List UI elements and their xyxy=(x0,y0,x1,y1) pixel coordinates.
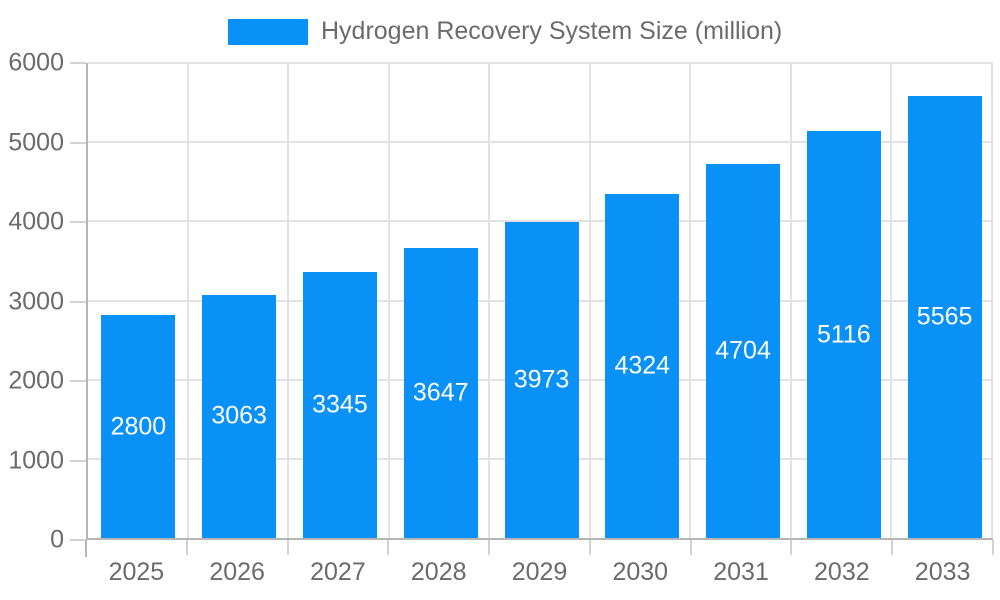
gridline-horizontal xyxy=(88,62,993,64)
gridline-horizontal xyxy=(88,141,993,144)
legend-label: Hydrogen Recovery System Size (million) xyxy=(321,17,783,45)
bar-value-label: 5116 xyxy=(816,320,871,349)
y-tick-label: 4000 xyxy=(8,207,64,236)
bar-value-label: 3973 xyxy=(513,365,570,394)
x-tick-label-2033: 2033 xyxy=(914,558,971,586)
y-tick-mark xyxy=(70,221,86,223)
y-tick-mark xyxy=(70,539,86,541)
legend[interactable]: Hydrogen Recovery System Size (million) xyxy=(228,17,782,46)
x-tick-label-2030: 2030 xyxy=(612,558,669,586)
y-tick-mark xyxy=(70,459,86,462)
x-tick-mark xyxy=(185,540,188,555)
x-tick-mark xyxy=(85,540,87,557)
x-tick-mark xyxy=(992,540,994,555)
bar-value-label: 5565 xyxy=(916,302,973,331)
x-tick-mark xyxy=(488,540,491,555)
x-tick-mark xyxy=(286,540,289,555)
bar-2033[interactable]: 5565 xyxy=(907,95,982,538)
legend-swatch xyxy=(228,18,308,45)
bar-value-label: 2800 xyxy=(110,412,167,441)
plot-area: 2800 3063 3345 3647 3973 4324 4704 5116 5565 xyxy=(86,62,993,540)
x-tick-mark xyxy=(790,540,793,555)
gridline-vertical xyxy=(991,63,993,538)
x-tick-label-2027: 2027 xyxy=(310,558,366,586)
gridline-vertical xyxy=(387,63,390,538)
bar-value-label: 4704 xyxy=(715,336,771,365)
gridline-vertical xyxy=(890,63,893,538)
y-tick-label: 0 xyxy=(50,525,64,554)
bar-2031[interactable]: 4704 xyxy=(706,164,781,538)
y-tick-mark xyxy=(70,300,86,303)
bar-value-label: 3647 xyxy=(412,378,469,407)
bar-2029[interactable]: 3973 xyxy=(504,222,579,538)
bar-value-label: 4324 xyxy=(614,351,671,380)
gridline-vertical xyxy=(287,63,290,538)
x-tick-label-2028: 2028 xyxy=(410,558,467,586)
bar-value-label: 3063 xyxy=(211,401,267,430)
x-tick-label-2026: 2026 xyxy=(209,558,265,586)
bar-2030[interactable]: 4324 xyxy=(605,194,680,538)
x-tick-label-2032: 2032 xyxy=(814,558,870,586)
y-tick-label: 2000 xyxy=(8,366,64,395)
y-tick-mark xyxy=(70,380,86,382)
bar-value-label: 3345 xyxy=(312,390,368,419)
x-tick-mark xyxy=(891,540,894,555)
x-tick-mark xyxy=(387,540,390,555)
bar-2025[interactable]: 2800 xyxy=(101,315,176,538)
x-tick-mark xyxy=(588,540,591,555)
y-tick-mark xyxy=(70,62,86,64)
gridline-vertical xyxy=(789,63,792,538)
y-tick-label: 1000 xyxy=(8,446,64,474)
bar-2027[interactable]: 3345 xyxy=(302,272,377,538)
x-tick-label-2025: 2025 xyxy=(108,558,165,586)
gridline-vertical xyxy=(488,63,491,538)
bar-2028[interactable]: 3647 xyxy=(403,248,478,538)
bar-2032[interactable]: 5116 xyxy=(806,131,881,538)
x-tick-label-2029: 2029 xyxy=(511,558,568,586)
x-tick-label-2031: 2031 xyxy=(713,558,769,586)
y-tick-label: 6000 xyxy=(8,48,64,77)
gridline-vertical xyxy=(689,63,692,538)
gridline-vertical xyxy=(588,63,591,538)
bar-2026[interactable]: 3063 xyxy=(202,294,277,538)
x-tick-mark xyxy=(689,540,692,555)
y-tick-mark xyxy=(70,141,86,144)
y-tick-label: 3000 xyxy=(8,287,64,315)
y-tick-label: 5000 xyxy=(8,128,64,156)
gridline-vertical xyxy=(186,63,189,538)
gridline-horizontal xyxy=(88,220,993,223)
